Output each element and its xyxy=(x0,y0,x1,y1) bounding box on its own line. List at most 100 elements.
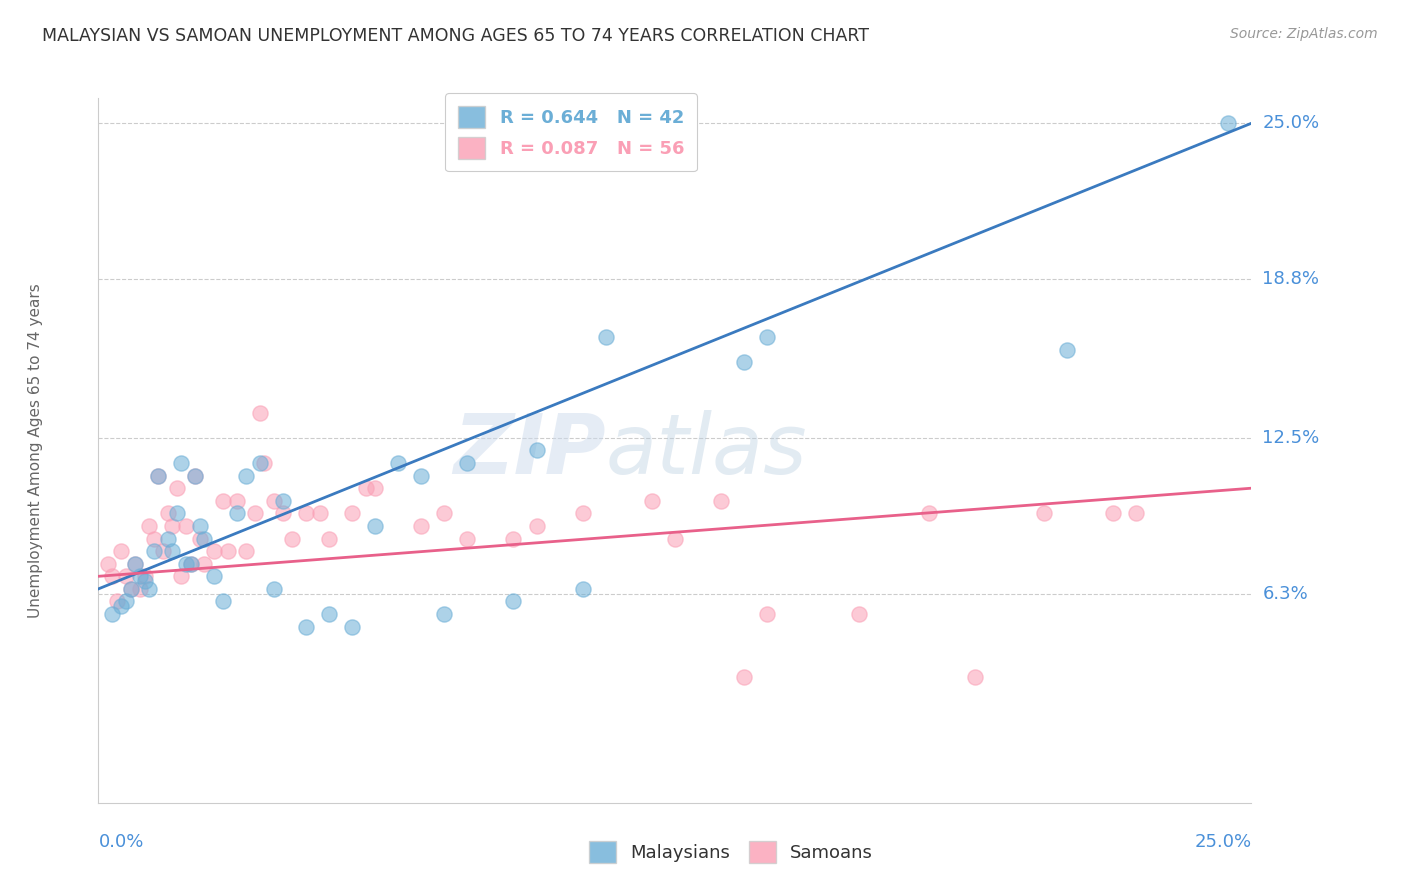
Point xyxy=(263,493,285,508)
Point xyxy=(120,582,142,596)
Point xyxy=(433,607,456,621)
Point xyxy=(526,443,548,458)
Point xyxy=(115,569,138,583)
Text: 12.5%: 12.5% xyxy=(1263,429,1320,447)
Point xyxy=(225,507,247,521)
Point xyxy=(101,569,124,583)
Point xyxy=(129,582,152,596)
Point xyxy=(354,481,377,495)
Point xyxy=(180,557,202,571)
Point xyxy=(318,532,340,546)
Point xyxy=(308,507,330,521)
Point xyxy=(129,569,152,583)
Text: Source: ZipAtlas.com: Source: ZipAtlas.com xyxy=(1230,27,1378,41)
Text: 25.0%: 25.0% xyxy=(1194,833,1251,851)
Point xyxy=(253,456,276,470)
Point xyxy=(142,532,165,546)
Point xyxy=(174,519,197,533)
Point xyxy=(188,532,211,546)
Point xyxy=(97,557,120,571)
Point xyxy=(295,619,318,633)
Text: 18.8%: 18.8% xyxy=(1263,270,1319,288)
Point xyxy=(641,493,664,508)
Point xyxy=(160,519,183,533)
Point xyxy=(166,481,188,495)
Text: ZIP: ZIP xyxy=(453,410,606,491)
Point xyxy=(152,544,174,558)
Point xyxy=(174,557,197,571)
Point xyxy=(245,507,267,521)
Point xyxy=(502,594,524,608)
Point xyxy=(193,557,215,571)
Point xyxy=(571,582,593,596)
Point xyxy=(235,468,257,483)
Point xyxy=(235,544,257,558)
Point xyxy=(156,507,179,521)
Point xyxy=(101,607,124,621)
Point xyxy=(105,594,128,608)
Point xyxy=(124,557,146,571)
Point xyxy=(411,468,433,483)
Point xyxy=(271,507,294,521)
Point xyxy=(134,569,156,583)
Point xyxy=(571,507,593,521)
Point xyxy=(138,519,160,533)
Text: atlas: atlas xyxy=(606,410,807,491)
Point xyxy=(917,507,939,521)
Point xyxy=(664,532,686,546)
Legend: R = 0.644   N = 42, R = 0.087   N = 56: R = 0.644 N = 42, R = 0.087 N = 56 xyxy=(446,93,697,171)
Point xyxy=(1032,507,1054,521)
Point xyxy=(1125,507,1147,521)
Point xyxy=(170,569,193,583)
Point xyxy=(387,456,409,470)
Point xyxy=(1102,507,1125,521)
Point xyxy=(295,507,318,521)
Point xyxy=(170,456,193,470)
Point xyxy=(756,607,779,621)
Point xyxy=(142,544,165,558)
Point xyxy=(433,507,456,521)
Point xyxy=(1218,116,1240,130)
Point xyxy=(217,544,239,558)
Point xyxy=(733,355,755,369)
Point xyxy=(364,519,387,533)
Legend: Malaysians, Samoans: Malaysians, Samoans xyxy=(578,830,884,874)
Point xyxy=(188,519,211,533)
Point xyxy=(225,493,247,508)
Text: 0.0%: 0.0% xyxy=(98,833,143,851)
Point xyxy=(271,493,294,508)
Point xyxy=(115,594,138,608)
Point xyxy=(263,582,285,596)
Point xyxy=(756,330,779,344)
Point xyxy=(364,481,387,495)
Point xyxy=(138,582,160,596)
Point xyxy=(1056,343,1078,357)
Point xyxy=(733,670,755,684)
Point xyxy=(166,507,188,521)
Point xyxy=(156,532,179,546)
Point xyxy=(180,557,202,571)
Point xyxy=(456,532,478,546)
Point xyxy=(110,544,132,558)
Point xyxy=(411,519,433,533)
Text: MALAYSIAN VS SAMOAN UNEMPLOYMENT AMONG AGES 65 TO 74 YEARS CORRELATION CHART: MALAYSIAN VS SAMOAN UNEMPLOYMENT AMONG A… xyxy=(42,27,869,45)
Point xyxy=(120,582,142,596)
Point xyxy=(110,599,132,614)
Point xyxy=(212,493,235,508)
Text: 6.3%: 6.3% xyxy=(1263,585,1308,603)
Point xyxy=(202,544,225,558)
Point xyxy=(340,507,363,521)
Point xyxy=(281,532,304,546)
Point xyxy=(340,619,363,633)
Point xyxy=(148,468,170,483)
Point xyxy=(249,456,271,470)
Point xyxy=(193,532,215,546)
Point xyxy=(160,544,183,558)
Point xyxy=(202,569,225,583)
Point xyxy=(318,607,340,621)
Point xyxy=(456,456,478,470)
Point xyxy=(249,406,271,420)
Text: Unemployment Among Ages 65 to 74 years: Unemployment Among Ages 65 to 74 years xyxy=(28,283,42,618)
Point xyxy=(502,532,524,546)
Point xyxy=(595,330,617,344)
